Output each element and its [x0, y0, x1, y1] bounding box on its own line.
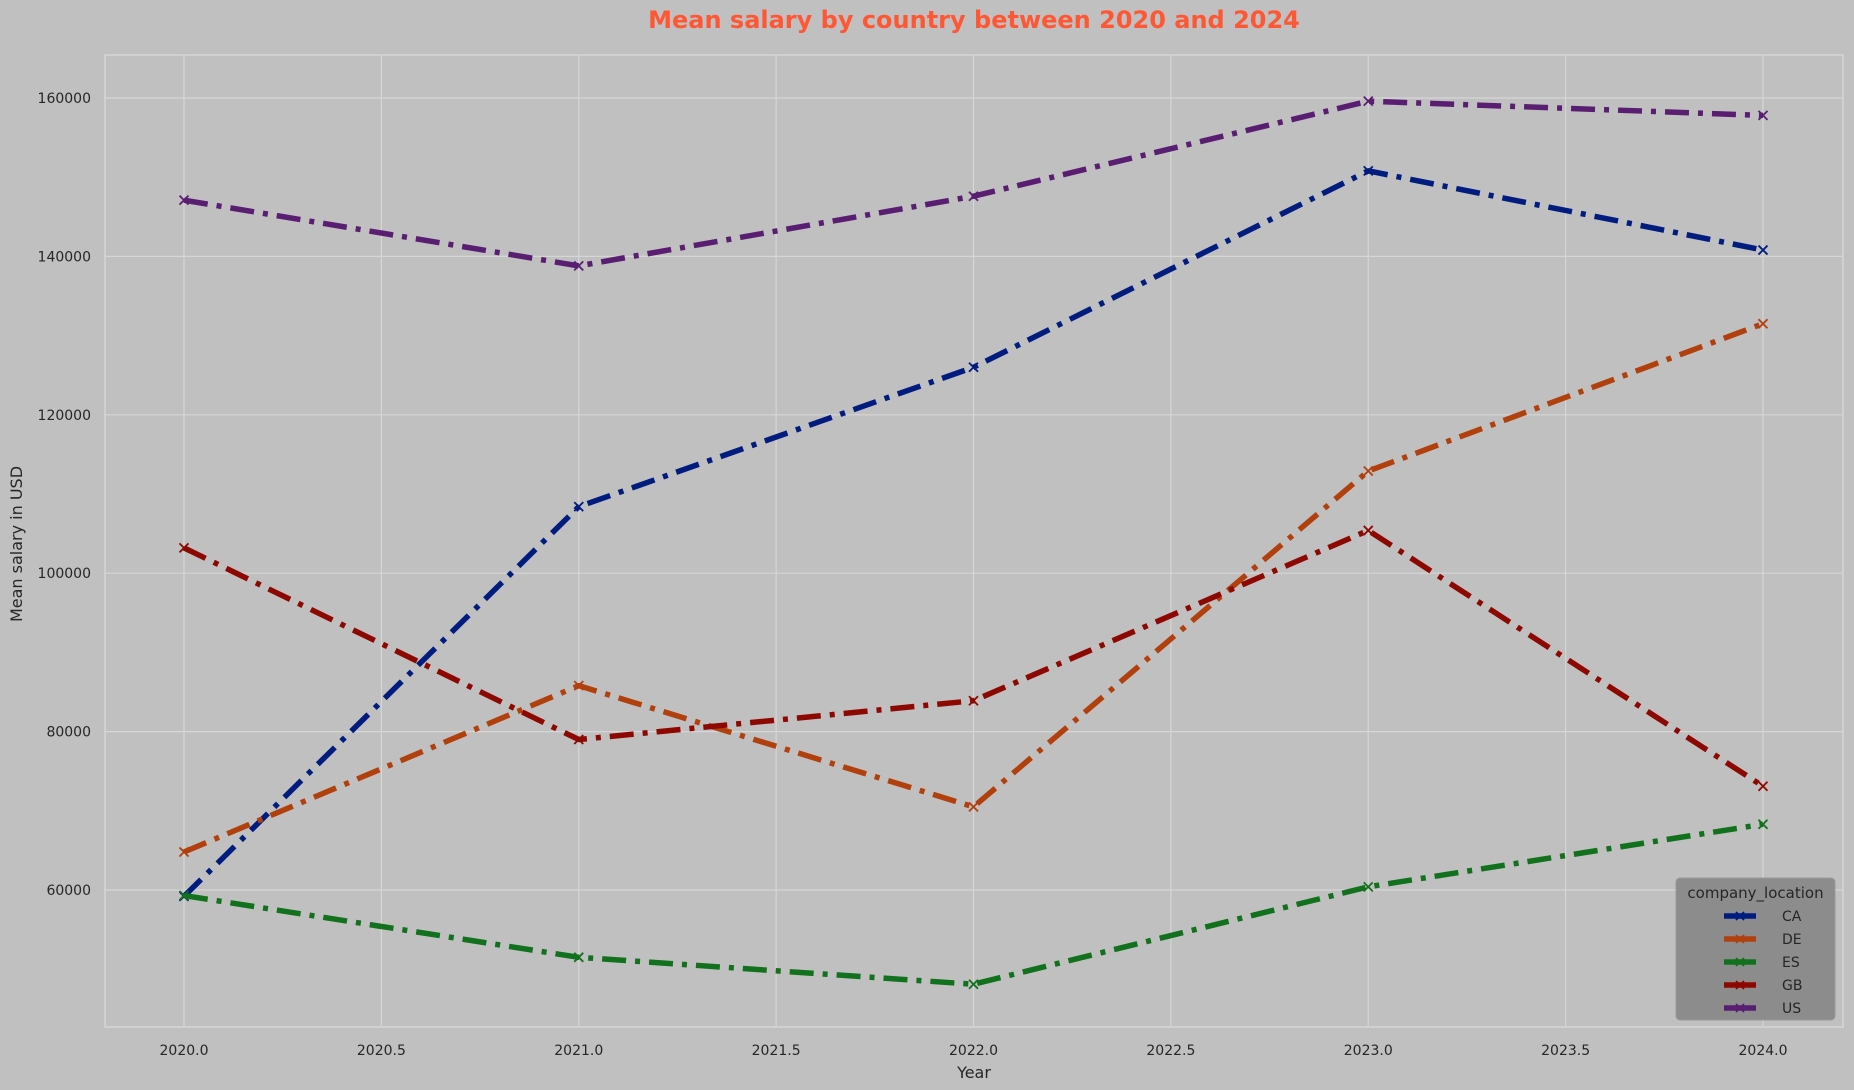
data-point-marker — [968, 979, 979, 990]
legend-label: DE — [1782, 932, 1802, 948]
data-point-marker — [178, 846, 190, 858]
x-tick-label: 2022.0 — [949, 1043, 998, 1059]
data-point-marker — [1363, 465, 1374, 477]
legend: company_location CA DE ES GB US — [1675, 877, 1836, 1021]
x-tick-label: 2023.5 — [1541, 1043, 1590, 1059]
x-tick-label: 2024.0 — [1739, 1043, 1788, 1059]
data-point-marker — [1363, 525, 1374, 536]
legend-marker — [1735, 957, 1745, 967]
data-point-marker — [573, 501, 584, 512]
legend-marker — [1735, 1003, 1745, 1013]
legend-item-us: US — [1724, 1001, 1801, 1017]
data-point-marker — [1757, 819, 1769, 830]
x-tick-label: 2021.0 — [554, 1043, 603, 1059]
legend-item-ca: CA — [1724, 909, 1802, 925]
data-point-marker — [968, 191, 979, 202]
axes: 2020.0 2020.5 2021.0 2021.5 2022.0 2022.5 2023… — [38, 91, 1788, 1059]
y-tick-label: 120000 — [38, 408, 91, 424]
data-point-marker — [1363, 881, 1374, 892]
legend-item-gb: GB — [1724, 978, 1802, 994]
legend-item-es: ES — [1724, 955, 1800, 971]
y-tick-label: 100000 — [38, 566, 91, 582]
legend-box — [1675, 877, 1836, 1021]
data-point-marker — [178, 195, 190, 206]
data-point-marker — [968, 695, 979, 706]
series-lines — [178, 96, 1769, 990]
data-point-marker — [1363, 96, 1374, 107]
data-point-marker — [573, 260, 584, 272]
chart-title: Mean salary by country between 2020 and … — [648, 6, 1300, 34]
series-gb — [178, 525, 1769, 792]
series-es — [178, 819, 1769, 990]
data-point-marker — [573, 734, 584, 745]
data-point-marker — [968, 362, 979, 373]
legend-marker — [1735, 911, 1745, 921]
data-point-marker — [1757, 244, 1769, 256]
x-tick-label: 2020.5 — [357, 1043, 406, 1059]
y-axis-label: Mean salary in USD — [7, 466, 26, 622]
legend-label: CA — [1782, 909, 1802, 925]
y-tick-label: 60000 — [46, 883, 91, 899]
x-tick-label: 2022.5 — [1146, 1043, 1195, 1059]
x-tick-label: 2020.0 — [160, 1043, 209, 1059]
data-point-marker — [1363, 165, 1374, 177]
data-point-marker — [1757, 318, 1769, 329]
data-point-marker — [968, 801, 979, 812]
x-axis-label: Year — [956, 1063, 991, 1082]
series-us — [178, 96, 1769, 272]
legend-marker — [1735, 934, 1745, 944]
data-point-marker — [573, 952, 584, 963]
grid-lines — [105, 55, 1843, 1027]
legend-item-de: DE — [1724, 932, 1802, 948]
y-tick-label: 140000 — [38, 249, 91, 265]
legend-label: US — [1782, 1001, 1801, 1017]
legend-title: company_location — [1687, 884, 1823, 903]
legend-marker — [1735, 980, 1745, 990]
data-point-marker — [1757, 110, 1769, 121]
data-point-marker — [178, 542, 190, 553]
legend-label: ES — [1782, 955, 1800, 971]
data-point-marker — [178, 890, 190, 901]
legend-label: GB — [1782, 978, 1802, 994]
series-line — [182, 321, 1764, 855]
x-tick-label: 2023.0 — [1344, 1043, 1393, 1059]
data-point-marker — [573, 680, 584, 691]
y-tick-label: 80000 — [46, 725, 91, 741]
data-point-marker — [1757, 781, 1769, 792]
series-de — [178, 318, 1769, 858]
x-tick-label: 2021.5 — [752, 1043, 801, 1059]
y-tick-label: 160000 — [38, 91, 91, 107]
series-line — [183, 821, 1764, 987]
